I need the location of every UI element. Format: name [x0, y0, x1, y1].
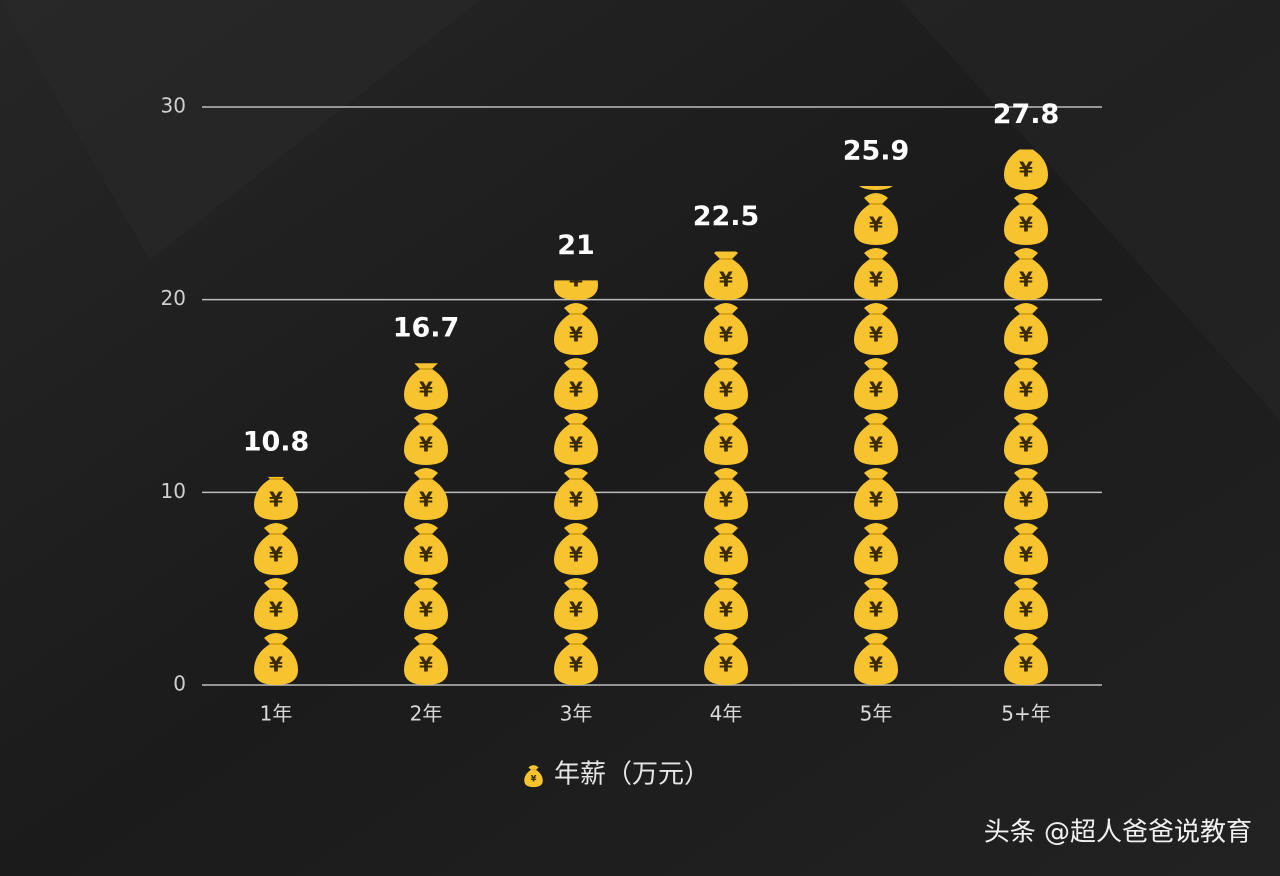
x-tick-label: 3年	[560, 702, 593, 726]
legend-label: 年薪（万元）	[554, 760, 710, 790]
y-tick-label: 0	[173, 672, 186, 696]
bar	[851, 185, 901, 685]
x-tick-label: 2年	[410, 702, 443, 726]
value-label: 22.5	[693, 201, 760, 232]
bar	[701, 251, 751, 685]
background-shape	[0, 0, 480, 260]
watermark: 头条 @超人爸爸说教育	[984, 818, 1252, 848]
y-tick-label: 20	[161, 286, 186, 310]
bar	[251, 476, 301, 685]
bar	[1001, 149, 1051, 686]
bar	[551, 280, 601, 685]
legend: 年薪（万元）	[523, 760, 710, 790]
x-tick-label: 4年	[710, 702, 743, 726]
value-label: 16.7	[393, 313, 460, 344]
bar	[401, 363, 451, 685]
y-tick-label: 10	[161, 479, 186, 503]
value-label: 25.9	[843, 135, 910, 166]
x-tick-label: 5年	[860, 702, 893, 726]
y-tick-label: 30	[161, 94, 186, 118]
x-tick-label: 1年	[260, 702, 293, 726]
value-label: 21	[557, 230, 595, 261]
value-label: 10.8	[243, 426, 310, 457]
background-shape	[900, 0, 1280, 420]
x-tick-label: 5+年	[1001, 702, 1050, 726]
value-label: 27.8	[993, 99, 1060, 130]
